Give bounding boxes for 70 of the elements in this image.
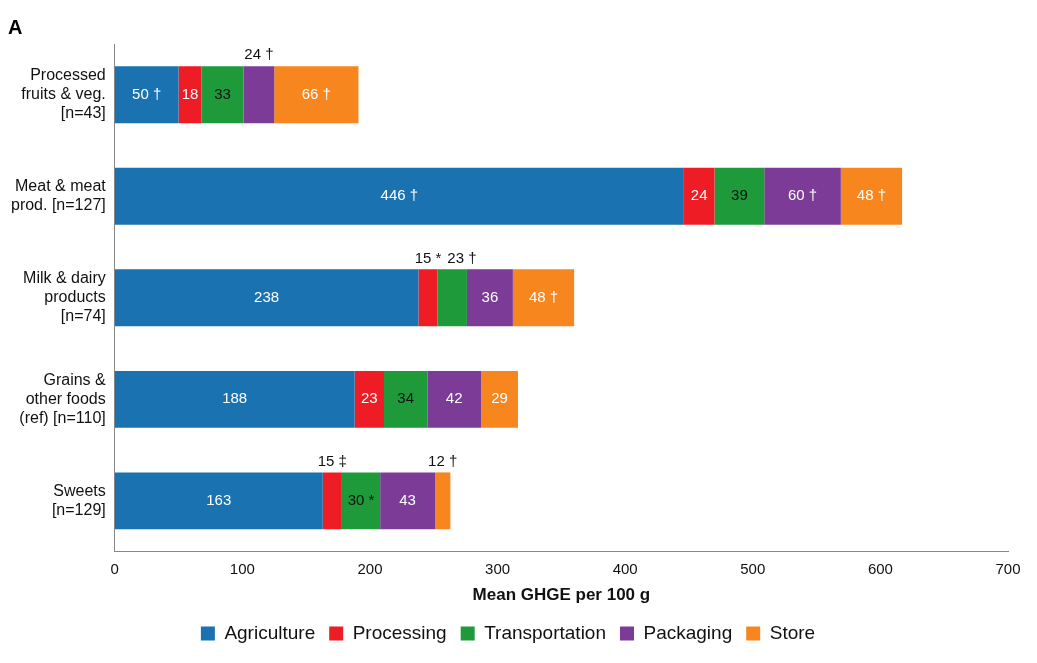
bar	[384, 370, 428, 428]
bar	[114, 66, 179, 124]
bar	[683, 167, 715, 225]
data-label: 34	[397, 389, 415, 407]
legend-label: Processing	[352, 621, 447, 643]
x-tick-label: 100	[229, 559, 255, 577]
data-label: 33	[214, 84, 231, 102]
x-axis-title: Mean GHGE per 100 g	[472, 585, 651, 605]
y-tick-label: Milk & dairy products [n=74]	[23, 269, 106, 325]
bar	[178, 66, 202, 124]
bar	[201, 66, 244, 124]
data-label: 66 †	[301, 84, 331, 102]
data-label: 36	[481, 287, 499, 305]
bar	[380, 472, 436, 530]
y-tick-label: Grains & other foods (ref) [n=110]	[19, 370, 107, 426]
bar	[243, 66, 275, 124]
bar	[435, 472, 451, 530]
legend-label: Store	[769, 621, 816, 643]
x-tick-label: 600	[867, 559, 893, 577]
x-tick-label: 700	[995, 559, 1021, 577]
bar	[114, 167, 684, 225]
bar	[322, 472, 342, 530]
bar	[437, 269, 467, 327]
legend-label: Transportation	[484, 621, 606, 643]
y-tick-label: Sweets [n=129]	[51, 481, 106, 518]
data-label: 29	[491, 389, 508, 407]
data-label: 30 *	[347, 490, 375, 508]
bar	[427, 370, 481, 428]
bar	[354, 370, 384, 428]
bar	[341, 472, 381, 530]
bar	[114, 370, 355, 428]
bar	[714, 167, 765, 225]
data-label: 238	[254, 287, 280, 305]
bar	[466, 269, 513, 327]
data-label: 23	[360, 389, 378, 407]
bar	[480, 370, 518, 428]
data-label: 48 †	[856, 186, 887, 204]
data-label: 24	[690, 186, 708, 204]
data-label: 43	[399, 490, 416, 508]
data-label: 12 †	[428, 451, 458, 469]
data-label: 23 †	[447, 248, 477, 266]
data-label: 15 ‡	[317, 451, 347, 469]
bar	[764, 167, 841, 225]
data-label: 188	[222, 389, 248, 407]
bar	[418, 269, 438, 327]
data-label: 163	[206, 490, 232, 508]
data-label: 42	[445, 389, 463, 407]
data-label: 24 †	[244, 45, 274, 63]
bar	[114, 472, 323, 530]
x-tick-label: 0	[110, 559, 119, 577]
x-tick-label: 500	[740, 559, 766, 577]
bar	[840, 167, 903, 225]
x-tick-label: 400	[612, 559, 638, 577]
chart-title: A	[8, 15, 23, 38]
data-label: 446 †	[380, 186, 419, 204]
bar	[274, 66, 359, 124]
data-label: 15 *	[414, 248, 442, 266]
bar	[114, 269, 419, 327]
data-label: 39	[731, 186, 748, 204]
y-tick-label: Meat & meat prod. [n=127]	[10, 177, 107, 214]
x-tick-label: 200	[357, 559, 383, 577]
legend-label: Packaging	[643, 621, 733, 643]
bar	[512, 269, 575, 327]
data-label: 48 †	[528, 287, 559, 305]
data-label: 60 †	[787, 186, 818, 204]
legend-label: Agriculture	[224, 621, 316, 643]
data-label: 50 †	[132, 84, 162, 102]
x-tick-label: 300	[485, 559, 511, 577]
data-label: 18	[181, 84, 199, 102]
y-tick-label: Processed fruits & veg. [n=43]	[21, 65, 106, 122]
